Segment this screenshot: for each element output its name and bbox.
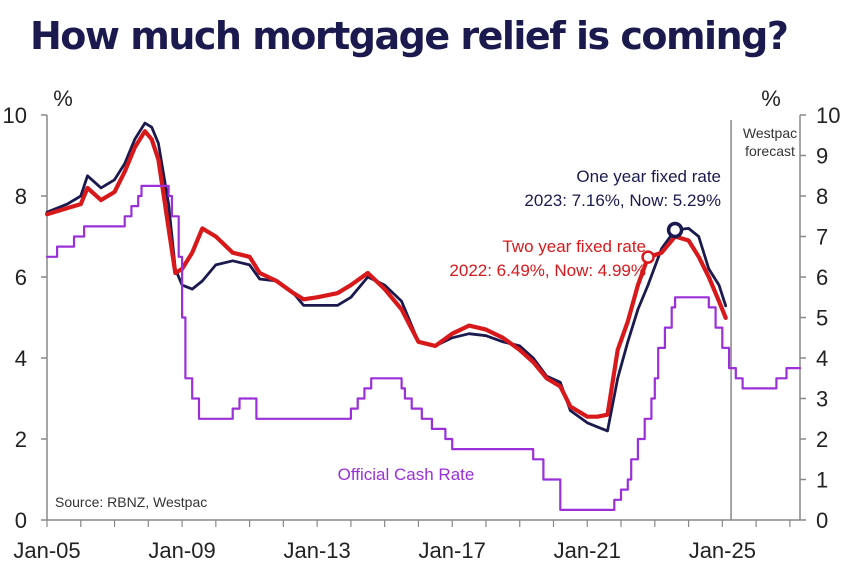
y-tick-label-right: 8 [816, 184, 828, 209]
y-axis-label-right: % [761, 86, 781, 111]
y-tick-label-right: 6 [816, 265, 828, 290]
series-line-2 [44, 129, 728, 419]
x-tick-label: Jan-21 [554, 538, 621, 563]
ocr-series-label: Official Cash Rate [338, 465, 475, 484]
y-tick-label-right: 0 [816, 508, 828, 533]
x-tick-label: Jan-17 [419, 538, 486, 563]
two-year-2022-marker [641, 250, 655, 264]
y-tick-label-left: 6 [15, 265, 27, 290]
y-axis-label-left: % [53, 86, 73, 111]
y-tick-label-left: 2 [15, 427, 27, 452]
y-tick-label-right: 1 [816, 468, 828, 493]
annotations-group: One year fixed rate 2023: 7.16%, Now: 5.2… [55, 167, 721, 510]
y-tick-label-right: 3 [816, 387, 828, 412]
axes-group: 0 2 4 6 8 10 0 1 2 3 4 5 6 7 8 9 10% % Jan-05 Jan-09 Jan-13 J… [3, 86, 841, 563]
forecast-label: Westpac forecast [743, 125, 797, 159]
two-year-annotation: 2022: 6.49%, Now: 4.99% [449, 261, 646, 280]
x-tick-label: Jan-13 [283, 538, 350, 563]
x-tick-label: Jan-25 [689, 538, 756, 563]
series-line-3 [45, 184, 802, 511]
chart-title: How much mortgage relief is coming? [30, 14, 789, 58]
y-tick-label-right: 7 [816, 225, 828, 250]
y-tick-label-left: 8 [15, 184, 27, 209]
one-year-series-label: One year fixed rate [576, 167, 721, 186]
one-year-2023-marker [666, 221, 684, 239]
y-tick-label-left: 0 [15, 508, 27, 533]
series-group [44, 121, 802, 511]
one-year-annotation: 2023: 7.16%, Now: 5.29% [524, 191, 721, 210]
y-tick-label-right: 10 [816, 103, 840, 128]
x-tick-label: Jan-09 [148, 538, 215, 563]
y-tick-label-left: 10 [3, 103, 27, 128]
y-tick-label-right: 2 [816, 427, 828, 452]
two-year-series-label: Two year fixed rate [502, 237, 646, 256]
y-tick-label-right: 5 [816, 306, 828, 331]
source-note: Source: RBNZ, Westpac [55, 494, 207, 510]
y-tick-label-right: 9 [816, 144, 828, 169]
y-tick-label-right: 4 [816, 346, 828, 371]
x-tick-label: Jan-05 [13, 538, 80, 563]
y-tick-label-left: 4 [15, 346, 27, 371]
